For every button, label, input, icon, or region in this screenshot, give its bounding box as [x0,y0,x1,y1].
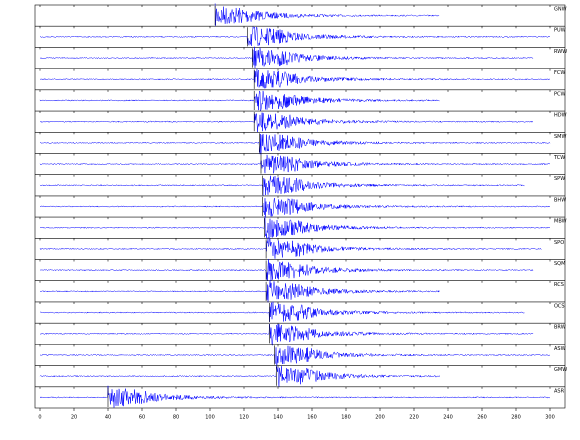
x-tick-label: 180 [341,415,351,421]
station-label: ASR [554,388,565,394]
waveform [39,68,551,89]
station-label: SPO [554,240,564,246]
station-label: SMW [554,134,566,140]
station-label: RCS [554,282,564,288]
x-tick-label: 160 [307,415,317,421]
waveform [39,324,534,346]
x-tick-label: 140 [273,415,283,421]
waveform [39,26,551,47]
station-label: OCS [554,303,565,309]
x-tick-label: 280 [511,415,521,421]
station-label: BRW [554,325,566,331]
x-tick-label: 240 [443,415,453,421]
waveform [39,46,534,68]
station-label: GMW [554,367,567,373]
waveform [39,90,440,112]
station-label: PCW [554,91,566,97]
waveform [39,154,551,174]
waveform [39,365,440,387]
x-tick-label: 0 [38,415,41,421]
x-tick-label: 60 [139,415,145,421]
x-tick-label: 220 [409,415,419,421]
waveform [39,175,525,196]
station-label: PUW [554,28,566,34]
station-label: RWW [554,49,567,55]
waveform [39,112,534,133]
station-label: GNW [554,7,567,13]
station-label: SPW [554,176,565,182]
x-tick-label: 80 [173,415,179,421]
x-tick-label: 300 [545,415,555,421]
station-label: FCW [554,70,565,76]
station-label: TCW [553,155,565,161]
waveform [214,3,440,26]
x-tick-label: 20 [71,415,77,421]
station-label: ASW [554,346,566,352]
waveform [39,133,551,155]
waveform [39,385,551,408]
waveform [39,280,440,303]
x-tick-label: 120 [239,415,249,421]
x-tick-label: 40 [105,415,111,421]
x-tick-label: 200 [375,415,385,421]
x-tick-label: 100 [205,415,215,421]
station-label: BHW [554,197,566,203]
waveform [39,236,542,259]
station-label: MBW [554,219,567,225]
waveform [39,197,551,218]
waveform [39,345,551,367]
x-tick-label: 260 [477,415,487,421]
waveform [39,259,534,281]
waveform [39,301,525,322]
station-label: SQM [554,261,565,267]
plot-frame [34,4,566,409]
waveform [39,216,551,239]
station-label: HDW [554,113,567,119]
